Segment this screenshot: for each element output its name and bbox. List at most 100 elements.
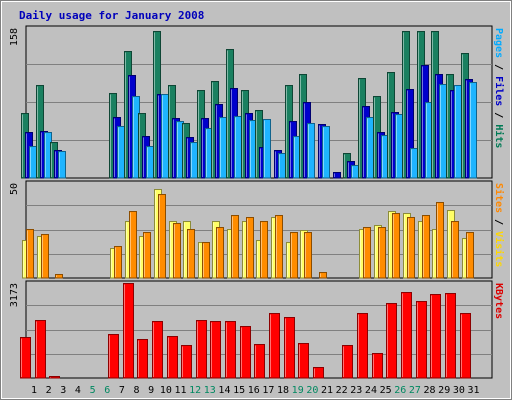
panel-visits: 50 Sites / Visits bbox=[9, 180, 505, 279]
bar-sites-day-24 bbox=[363, 227, 371, 279]
day-label-9: 9 bbox=[148, 385, 154, 396]
bar-kbytes-day-29 bbox=[430, 294, 441, 379]
day-label-16: 16 bbox=[248, 385, 260, 396]
day-label-19: 19 bbox=[292, 385, 304, 396]
panel-kbytes-legend-label: KBytes bbox=[493, 283, 504, 319]
chart-panels: 158 Pages / Files / Hits 50 Sites / Visits 3… bbox=[9, 25, 505, 379]
bar-sites-day-19 bbox=[290, 232, 298, 279]
day-label-28: 28 bbox=[424, 385, 436, 396]
bar-kbytes-day-10 bbox=[152, 321, 163, 379]
panel-hits-legend-label: Pages / Files / Hits bbox=[493, 28, 505, 148]
day-label-13: 13 bbox=[204, 385, 216, 396]
day-label-10: 10 bbox=[160, 385, 172, 396]
bar-sites-day-18 bbox=[275, 215, 283, 279]
legend-segment-0: Pages bbox=[493, 28, 504, 58]
day-label-3: 3 bbox=[60, 385, 66, 396]
panel-kbytes: 3173 KBytes bbox=[9, 280, 504, 379]
bar-kbytes-day-27 bbox=[401, 292, 412, 379]
bar-kbytes-day-18 bbox=[269, 313, 280, 379]
day-label-29: 29 bbox=[438, 385, 450, 396]
bar-kbytes-day-26 bbox=[386, 303, 397, 379]
bar-kbytes-day-7 bbox=[108, 334, 119, 379]
bar-sites-day-25 bbox=[378, 227, 386, 279]
bar-kbytes-day-15 bbox=[225, 321, 236, 379]
bar-sites-day-29 bbox=[436, 202, 444, 279]
bar-sites-day-17 bbox=[260, 221, 268, 279]
day-label-15: 15 bbox=[233, 385, 245, 396]
bar-kbytes-day-3 bbox=[49, 376, 60, 379]
bar-sites-day-14 bbox=[216, 227, 224, 279]
bar-sites-day-12 bbox=[187, 229, 195, 279]
bar-kbytes-day-23 bbox=[342, 345, 353, 379]
bar-pages-day-21 bbox=[322, 126, 330, 179]
bar-kbytes-day-24 bbox=[357, 313, 368, 379]
x-axis-day-labels: 1 2 3 4 5 6 7 8 9 10 11 12 13 14 15 16 17 18 19 20 21 22 23 24 2… bbox=[31, 385, 480, 396]
legend-segment-2: Visits bbox=[493, 231, 505, 267]
panel-visits-legend-label: Sites / Visits bbox=[493, 183, 505, 267]
day-label-7: 7 bbox=[119, 385, 125, 396]
day-label-14: 14 bbox=[218, 385, 230, 396]
day-label-18: 18 bbox=[277, 385, 289, 396]
bar-sites-day-30 bbox=[451, 221, 459, 279]
bar-kbytes-day-1 bbox=[20, 337, 31, 379]
panel-hits-ymax-label: 158 bbox=[9, 28, 20, 46]
legend-segment-4: Hits bbox=[493, 124, 505, 148]
bar-kbytes-day-17 bbox=[254, 344, 265, 379]
bar-kbytes-day-19 bbox=[284, 317, 295, 379]
bar-sites-day-10 bbox=[158, 194, 166, 279]
panel-hits: 158 Pages / Files / Hits bbox=[9, 25, 505, 179]
bar-sites-day-7 bbox=[114, 246, 122, 279]
bar-sites-day-21 bbox=[319, 272, 327, 279]
bar-kbytes-day-13 bbox=[196, 320, 207, 379]
day-label-31: 31 bbox=[467, 385, 479, 396]
bar-kbytes-day-16 bbox=[240, 326, 251, 379]
panel-visits-ymax-label: 50 bbox=[9, 183, 20, 195]
day-label-23: 23 bbox=[350, 385, 362, 396]
legend-segment-3: / bbox=[493, 106, 504, 124]
bar-kbytes-day-8 bbox=[123, 283, 134, 379]
bar-kbytes-day-28 bbox=[416, 301, 427, 379]
legend-segment-2: Files bbox=[493, 76, 505, 106]
bar-sites-day-20 bbox=[304, 232, 312, 279]
day-label-11: 11 bbox=[174, 385, 186, 396]
day-label-25: 25 bbox=[380, 385, 392, 396]
day-label-12: 12 bbox=[189, 385, 201, 396]
bar-sites-day-26 bbox=[392, 213, 400, 279]
bar-sites-day-9 bbox=[143, 232, 151, 279]
day-label-8: 8 bbox=[134, 385, 140, 396]
day-label-20: 20 bbox=[306, 385, 318, 396]
bar-pages-day-17 bbox=[263, 119, 271, 179]
bar-kbytes-day-12 bbox=[181, 345, 192, 379]
bar-pages-day-3 bbox=[58, 151, 66, 179]
bar-kbytes-day-2 bbox=[35, 320, 46, 379]
day-label-4: 4 bbox=[75, 385, 81, 396]
bar-sites-day-11 bbox=[173, 223, 181, 279]
day-label-30: 30 bbox=[453, 385, 465, 396]
day-label-24: 24 bbox=[365, 385, 377, 396]
bar-sites-day-28 bbox=[422, 215, 430, 279]
bar-sites-day-31 bbox=[466, 232, 474, 279]
day-label-6: 6 bbox=[104, 385, 110, 396]
bar-sites-day-13 bbox=[202, 242, 210, 279]
day-label-27: 27 bbox=[409, 385, 421, 396]
bar-sites-day-1 bbox=[26, 229, 34, 279]
bar-pages-day-31 bbox=[469, 82, 477, 179]
day-label-1: 1 bbox=[31, 385, 37, 396]
bar-kbytes-day-20 bbox=[298, 343, 309, 379]
bar-pages-day-20 bbox=[307, 123, 315, 179]
bar-kbytes-day-14 bbox=[210, 321, 221, 379]
day-label-22: 22 bbox=[336, 385, 348, 396]
day-label-21: 21 bbox=[321, 385, 333, 396]
legend-segment-1: / bbox=[493, 58, 504, 76]
day-label-26: 26 bbox=[394, 385, 406, 396]
chart-title: Daily usage for January 2008 bbox=[19, 9, 204, 22]
bar-sites-day-8 bbox=[129, 211, 137, 279]
bar-sites-day-2 bbox=[41, 234, 49, 279]
bar-kbytes-day-31 bbox=[460, 313, 471, 379]
bar-kbytes-day-25 bbox=[372, 353, 383, 379]
day-label-5: 5 bbox=[90, 385, 96, 396]
bar-sites-day-16 bbox=[246, 217, 254, 279]
